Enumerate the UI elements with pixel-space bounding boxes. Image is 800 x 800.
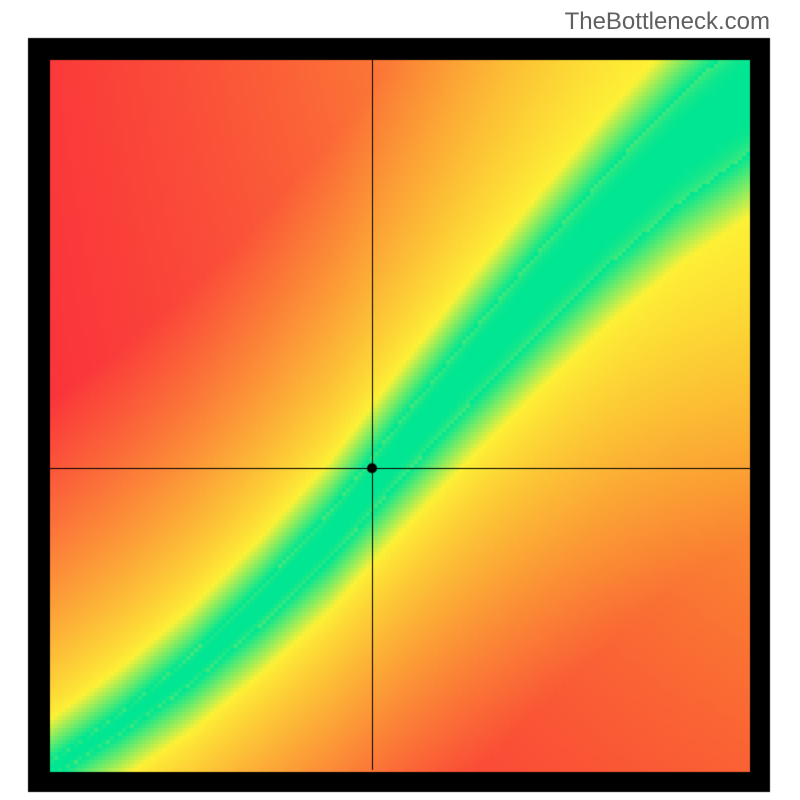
chart-container: TheBottleneck.com xyxy=(0,0,800,800)
watermark-text: TheBottleneck.com xyxy=(565,8,770,36)
heatmap-canvas xyxy=(0,0,800,800)
